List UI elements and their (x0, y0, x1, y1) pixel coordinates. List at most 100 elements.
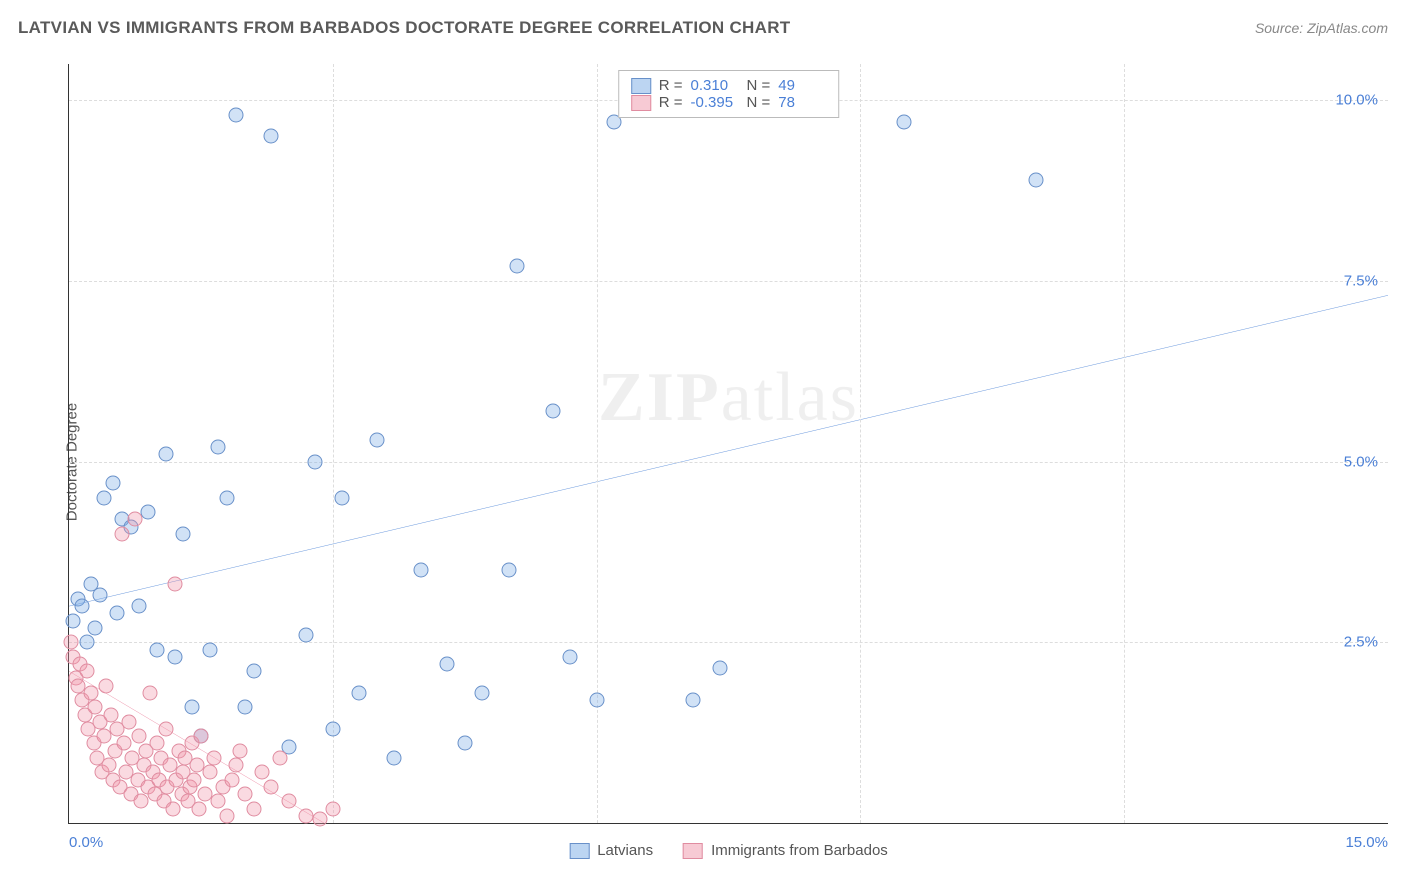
scatter-point (158, 447, 173, 462)
scatter-point (312, 812, 327, 827)
gridline-v (597, 64, 598, 823)
chart-title: LATVIAN VS IMMIGRANTS FROM BARBADOS DOCT… (18, 18, 790, 38)
scatter-point (224, 772, 239, 787)
scatter-point (246, 664, 261, 679)
scatter-point (132, 729, 147, 744)
scatter-point (475, 685, 490, 700)
scatter-point (334, 490, 349, 505)
scatter-point (264, 129, 279, 144)
scatter-point (207, 750, 222, 765)
scatter-point (233, 743, 248, 758)
n-label: N = (747, 77, 771, 94)
scatter-point (158, 722, 173, 737)
scatter-point (352, 685, 367, 700)
scatter-point (75, 599, 90, 614)
scatter-point (88, 620, 103, 635)
scatter-point (246, 801, 261, 816)
scatter-point (134, 794, 149, 809)
scatter-point (149, 736, 164, 751)
scatter-point (211, 794, 226, 809)
scatter-point (229, 107, 244, 122)
gridline-v (333, 64, 334, 823)
scatter-point (116, 736, 131, 751)
scatter-point (105, 476, 120, 491)
scatter-point (63, 635, 78, 650)
legend-row-barbados: R = -0.395 N = 78 (631, 94, 827, 111)
scatter-point (220, 490, 235, 505)
scatter-point (97, 490, 112, 505)
legend-label-latvians: Latvians (597, 842, 653, 859)
trend-lines (69, 64, 1388, 823)
scatter-point (79, 664, 94, 679)
scatter-point (167, 649, 182, 664)
scatter-point (202, 642, 217, 657)
scatter-point (176, 526, 191, 541)
scatter-point (66, 613, 81, 628)
legend-row-latvians: R = 0.310 N = 49 (631, 77, 827, 94)
r-label: R = (659, 94, 683, 111)
y-tick-label: 10.0% (1335, 92, 1378, 109)
chart-container: Doctorate Degree ZIPatlas R = 0.310 N = … (18, 50, 1388, 874)
scatter-point (141, 505, 156, 520)
scatter-point (132, 599, 147, 614)
scatter-point (192, 801, 207, 816)
watermark-bold: ZIP (598, 359, 721, 436)
scatter-point (127, 512, 142, 527)
scatter-point (98, 678, 113, 693)
scatter-point (104, 707, 119, 722)
x-tick-label: 15.0% (1345, 834, 1388, 851)
scatter-point (325, 722, 340, 737)
scatter-point (1029, 172, 1044, 187)
scatter-point (299, 628, 314, 643)
scatter-point (563, 649, 578, 664)
scatter-point (237, 787, 252, 802)
gridline-h (69, 281, 1388, 282)
scatter-point (237, 700, 252, 715)
scatter-point (264, 779, 279, 794)
swatch-barbados-icon (683, 843, 703, 859)
series-legend: Latvians Immigrants from Barbados (569, 842, 888, 859)
scatter-point (202, 765, 217, 780)
scatter-point (193, 729, 208, 744)
scatter-point (101, 758, 116, 773)
scatter-point (149, 642, 164, 657)
swatch-latvians-icon (569, 843, 589, 859)
n-label: N = (747, 94, 771, 111)
x-tick-label: 0.0% (69, 834, 103, 851)
scatter-point (281, 794, 296, 809)
scatter-point (142, 685, 157, 700)
scatter-point (121, 714, 136, 729)
legend-item-barbados: Immigrants from Barbados (683, 842, 888, 859)
scatter-point (186, 772, 201, 787)
scatter-point (110, 606, 125, 621)
trend-line (69, 295, 1388, 606)
r-value-barbados: -0.395 (691, 94, 739, 111)
y-tick-label: 2.5% (1344, 634, 1378, 651)
scatter-point (220, 808, 235, 823)
scatter-point (325, 801, 340, 816)
scatter-point (589, 693, 604, 708)
watermark: ZIPatlas (598, 358, 859, 438)
watermark-rest: atlas (721, 359, 859, 436)
scatter-point (79, 635, 94, 650)
scatter-point (255, 765, 270, 780)
y-tick-label: 7.5% (1344, 272, 1378, 289)
scatter-point (545, 403, 560, 418)
y-tick-label: 5.0% (1344, 453, 1378, 470)
scatter-point (387, 750, 402, 765)
scatter-point (440, 656, 455, 671)
swatch-latvians (631, 78, 651, 94)
n-value-barbados: 78 (778, 94, 826, 111)
scatter-point (308, 454, 323, 469)
n-value-latvians: 49 (778, 77, 826, 94)
scatter-point (83, 685, 98, 700)
swatch-barbados (631, 95, 651, 111)
scatter-point (510, 259, 525, 274)
scatter-point (457, 736, 472, 751)
gridline-v (860, 64, 861, 823)
scatter-point (211, 440, 226, 455)
plot-area: ZIPatlas R = 0.310 N = 49 R = -0.395 N =… (68, 64, 1388, 824)
scatter-point (897, 114, 912, 129)
scatter-point (273, 750, 288, 765)
scatter-point (501, 563, 516, 578)
